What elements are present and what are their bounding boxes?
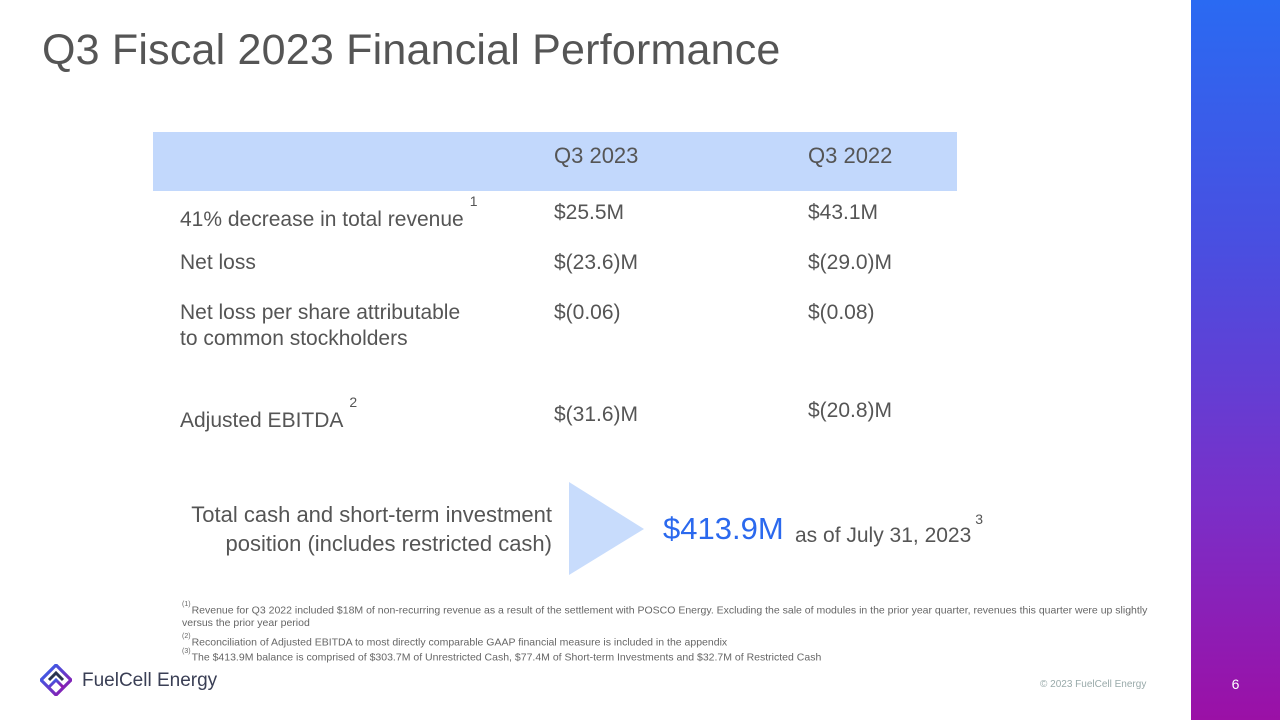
row-value-q3-2023: $(0.06) — [554, 301, 621, 324]
footnote-1: (1)Revenue for Q3 2022 included $18M of … — [182, 601, 1148, 629]
row-value-q3-2022: $(0.08) — [808, 301, 875, 324]
fuelcell-logo-icon — [40, 664, 72, 696]
header-q3-2023: Q3 2023 — [554, 143, 639, 168]
cash-value: $413.9M — [663, 511, 784, 546]
footnote-3: (3)The $413.9M balance is comprised of $… — [182, 647, 822, 664]
row-value-q3-2022: $(20.8)M — [808, 399, 893, 422]
page-title: Q3 Fiscal 2023 Financial Performance — [42, 26, 781, 74]
row-value-q3-2022: $(29.0)M — [808, 251, 893, 274]
brand-name: FuelCell Energy — [82, 670, 218, 691]
row-value-q3-2022: $43.1M — [808, 201, 879, 224]
arrow-icon — [569, 482, 644, 575]
footnote-2: (2)Reconciliation of Adjusted EBITDA to … — [182, 632, 728, 649]
financial-table: Q3 2023 Q3 2022 41% decrease in total re… — [153, 132, 957, 432]
footnote-marker: 2 — [349, 394, 358, 410]
row-value-q3-2023: $(23.6)M — [554, 251, 639, 274]
footnotes: (1)Revenue for Q3 2022 included $18M of … — [182, 601, 1162, 664]
table-header: Q3 2023 Q3 2022 — [153, 132, 957, 191]
copyright: © 2023 FuelCell Energy — [1040, 679, 1147, 690]
row-label: Adjusted EBITDA2 — [180, 394, 358, 432]
footnote-marker: 3 — [975, 511, 984, 527]
page-number: 6 — [1231, 676, 1240, 692]
cash-position-label: Total cash and short-term investment posi… — [191, 502, 552, 556]
row-label: 41% decrease in total revenue1 — [180, 193, 478, 231]
row-label: Net loss — [180, 251, 256, 274]
row-value-q3-2023: $25.5M — [554, 201, 625, 224]
cash-as-of: as of July 31, 20233 — [795, 511, 984, 547]
footnote-marker: 1 — [469, 193, 478, 209]
row-label: Net loss per share attributable to common… — [180, 301, 461, 350]
header-q3-2022: Q3 2022 — [808, 143, 893, 168]
side-accent-bar — [1191, 0, 1280, 720]
row-value-q3-2023: $(31.6)M — [554, 403, 639, 426]
